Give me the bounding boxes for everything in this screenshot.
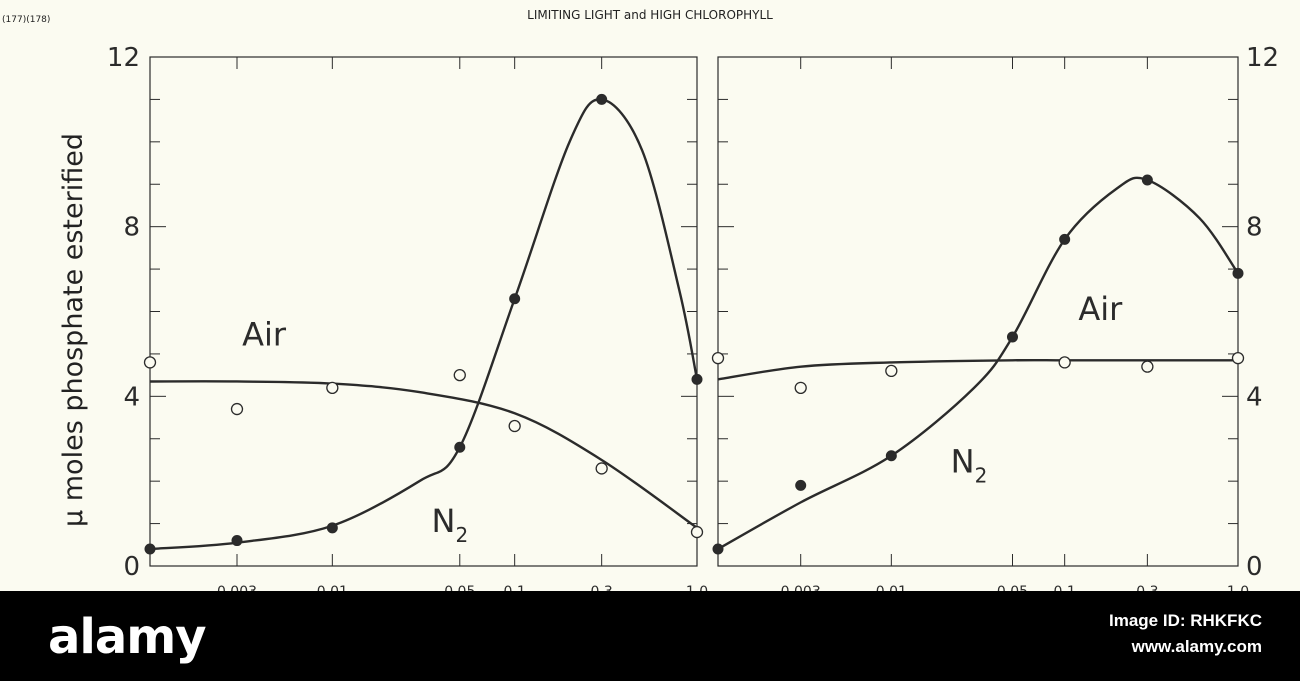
x-tick-label: 0.003 <box>781 584 821 591</box>
brand-logo: alamy <box>48 609 207 665</box>
figure-label: (177)(178) <box>2 15 50 25</box>
figure: (177)(178) LIMITING LIGHT and HIGH CHLOR… <box>2 8 1280 591</box>
series-label-n2: N2 <box>432 502 469 547</box>
data-point-n2 <box>1232 267 1244 279</box>
x-tick-label: 1.0 <box>1227 584 1249 591</box>
series-label-n2: N2 <box>951 443 988 488</box>
y-tick-label: 0 <box>123 552 140 582</box>
data-point-n2 <box>596 93 608 105</box>
x-tick-label: 0.3 <box>591 584 613 591</box>
plot-frame <box>149 56 698 567</box>
data-point-n2 <box>691 373 703 385</box>
x-tick-label: 0.01 <box>317 584 348 591</box>
data-point-air <box>711 352 725 365</box>
data-point-n2 <box>1006 331 1018 343</box>
x-tick-label: 0.1 <box>1054 584 1076 591</box>
plot-frame <box>717 56 1239 567</box>
data-point-air <box>595 462 608 475</box>
image-id: Image ID: RHKFKC <box>1108 611 1262 630</box>
left-panel: 0 4 8 12 0.003 0.01 0.05 0.1 0.3 1.0 Air N2 <box>107 43 708 591</box>
y-tick-label: 4 <box>1246 382 1263 412</box>
series-label-air: Air <box>1078 290 1123 328</box>
data-point-n2 <box>885 450 897 462</box>
data-point-air <box>1141 360 1154 373</box>
data-point-air <box>885 364 898 378</box>
x-tick-label: 0.003 <box>217 584 257 591</box>
y-tick-label: 0 <box>1246 552 1263 582</box>
data-point-n2 <box>712 543 724 555</box>
data-point-n2 <box>509 293 521 305</box>
data-point-air <box>794 381 807 395</box>
chart-title: LIMITING LIGHT and HIGH CHLOROPHYLL <box>527 8 773 22</box>
data-point-air <box>1058 356 1071 369</box>
data-point-n2 <box>454 441 466 453</box>
y-tick-label: 12 <box>1246 43 1279 73</box>
x-tick-label: 0.05 <box>997 584 1028 591</box>
x-tick-label: 0.05 <box>444 584 475 591</box>
data-point-air <box>143 356 157 369</box>
data-point-air <box>690 525 704 539</box>
x-tick-label: 1.0 <box>686 584 708 591</box>
data-point-n2 <box>1141 174 1153 186</box>
data-point-air <box>453 368 466 382</box>
y-tick-label: 4 <box>123 382 140 412</box>
data-point-n2 <box>1059 233 1071 245</box>
y-tick-label: 8 <box>123 213 140 243</box>
footer-bar: alamy Image ID: RHKFKC www.alamy.com <box>0 591 1300 681</box>
x-tick-label: 0.3 <box>1136 584 1158 591</box>
data-point-n2 <box>144 543 156 555</box>
data-point-n2 <box>795 479 807 491</box>
series-line-n2 <box>149 98 699 551</box>
chart-canvas: (177)(178) LIMITING LIGHT and HIGH CHLOR… <box>2 8 1279 591</box>
x-tick-label: 0.01 <box>876 584 907 591</box>
series-line-n2 <box>717 176 1239 551</box>
series-label-air: Air <box>242 315 287 353</box>
data-point-n2 <box>231 535 243 547</box>
y-axis-label: μ moles phosphate esterified <box>58 133 89 527</box>
site-url[interactable]: www.alamy.com <box>1131 637 1262 656</box>
data-point-air <box>1231 352 1245 365</box>
series-line-air <box>149 380 698 529</box>
x-tick-label: 0.1 <box>504 584 526 591</box>
data-point-air <box>326 381 339 395</box>
data-point-n2 <box>326 522 338 534</box>
series-line-air <box>717 358 1238 381</box>
right-panel: 0 4 8 12 0.003 0.01 0.05 0.1 0.3 1.0 Air N2 <box>711 43 1279 591</box>
y-tick-label: 12 <box>107 43 140 73</box>
data-point-air <box>508 419 521 433</box>
y-tick-label: 8 <box>1246 213 1263 243</box>
data-point-air <box>230 402 244 416</box>
